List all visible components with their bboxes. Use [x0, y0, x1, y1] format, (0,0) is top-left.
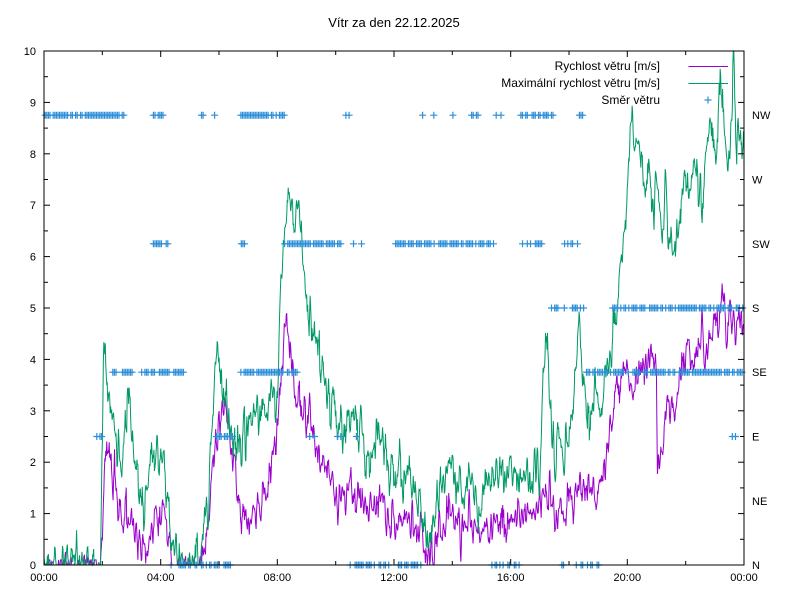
svg-text:NE: NE: [752, 496, 767, 508]
svg-text:04:00: 04:00: [147, 572, 175, 584]
svg-text:Směr větru: Směr větru: [601, 93, 660, 107]
svg-text:W: W: [752, 175, 763, 187]
svg-text:E: E: [752, 432, 759, 444]
svg-text:5: 5: [30, 303, 36, 315]
svg-text:S: S: [752, 303, 759, 315]
svg-text:4: 4: [30, 354, 36, 366]
svg-text:6: 6: [30, 252, 36, 264]
svg-text:Maximální rychlost větru [m/s]: Maximální rychlost větru [m/s]: [501, 76, 660, 90]
svg-text:16:00: 16:00: [497, 572, 525, 584]
svg-text:20:00: 20:00: [614, 572, 642, 584]
svg-text:12:00: 12:00: [380, 572, 408, 584]
svg-text:Rychlost větru [m/s]: Rychlost větru [m/s]: [555, 59, 660, 73]
svg-text:9: 9: [30, 97, 36, 109]
svg-text:08:00: 08:00: [264, 572, 292, 584]
svg-text:00:00: 00:00: [30, 572, 58, 584]
svg-text:2: 2: [30, 457, 36, 469]
svg-text:0: 0: [30, 560, 36, 572]
svg-text:3: 3: [30, 406, 36, 418]
svg-text:10: 10: [24, 46, 36, 58]
svg-text:SW: SW: [752, 239, 770, 251]
svg-text:1: 1: [30, 509, 36, 521]
svg-text:N: N: [752, 560, 760, 572]
svg-text:SE: SE: [752, 367, 767, 379]
svg-text:7: 7: [30, 200, 36, 212]
svg-text:Vítr za den 22.12.2025: Vítr za den 22.12.2025: [328, 15, 460, 30]
svg-text:8: 8: [30, 149, 36, 161]
svg-text:00:00: 00:00: [730, 572, 758, 584]
svg-text:NW: NW: [752, 110, 771, 122]
